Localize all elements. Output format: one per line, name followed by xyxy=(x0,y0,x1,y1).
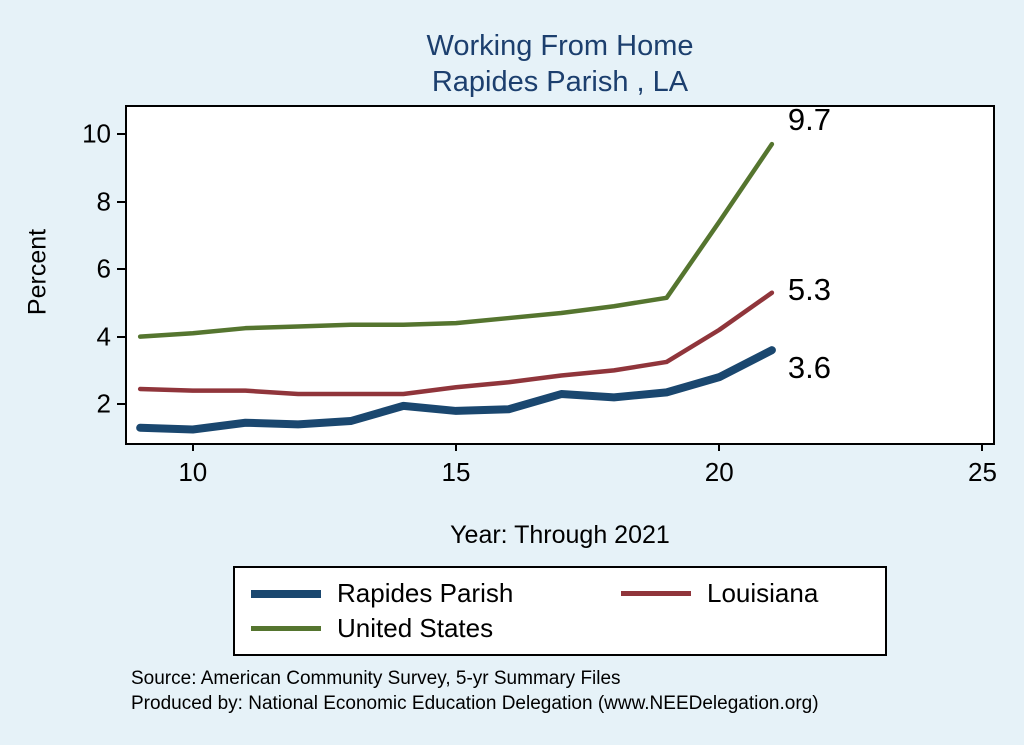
y-tick-label-10: 10 xyxy=(82,118,111,149)
end-label-louisiana: 5.3 xyxy=(787,271,831,307)
y-tick-label-2: 2 xyxy=(96,388,111,419)
legend-row-1: Rapides Parish Louisiana xyxy=(251,578,869,609)
legend-swatch-united-states xyxy=(251,626,321,631)
x-tick-mark-20 xyxy=(718,443,721,451)
x-tick-label-20: 20 xyxy=(704,457,734,487)
y-tick-mark-2 xyxy=(117,403,125,406)
x-tick-label-25: 25 xyxy=(968,457,997,487)
y-tick-label-4: 4 xyxy=(96,321,111,352)
plot-svg xyxy=(136,141,776,434)
footer-source: Source: American Community Survey, 5-yr … xyxy=(131,668,621,689)
legend-label-united-states: United States xyxy=(337,613,494,643)
end-label-united-states: 9.7 xyxy=(787,102,831,138)
series-line-united-states xyxy=(137,141,775,339)
legend: Rapides Parish Louisiana United States xyxy=(233,566,887,656)
y-tick-label-8: 8 xyxy=(96,186,111,217)
end-label-rapides-parish: 3.6 xyxy=(787,350,831,386)
y-tick-mark-6 xyxy=(117,268,125,271)
legend-row-2: United States xyxy=(251,613,869,644)
legend-swatch-louisiana xyxy=(621,591,691,596)
legend-item-louisiana: Louisiana xyxy=(621,578,818,609)
footer: Source: American Community Survey, 5-yr … xyxy=(131,666,819,716)
x-tick-mark-15 xyxy=(455,443,458,451)
legend-label-louisiana: Louisiana xyxy=(707,578,819,608)
y-tick-label-6: 6 xyxy=(96,253,111,284)
y-tick-mark-4 xyxy=(117,335,125,338)
y-tick-mark-10 xyxy=(117,133,125,135)
series-line-rapides-parish xyxy=(136,346,776,434)
chart-title: Working From Home Rapides Parish , LA xyxy=(125,28,995,100)
chart-title-line1: Working From Home xyxy=(426,30,694,62)
x-axis-title: Year: Through 2021 xyxy=(450,521,670,549)
legend-item-rapides-parish: Rapides Parish xyxy=(251,578,621,609)
x-tick-label-15: 15 xyxy=(441,457,471,487)
chart-title-line2: Rapides Parish , LA xyxy=(431,66,689,98)
legend-swatch-rapides-parish xyxy=(251,589,321,598)
series-line-louisiana xyxy=(137,290,775,397)
legend-item-united-states: United States xyxy=(251,613,621,644)
x-tick-label-10: 10 xyxy=(178,457,208,487)
x-tick-mark-10 xyxy=(191,443,194,451)
y-axis-title: Percent xyxy=(23,228,52,316)
footer-produced-by: Produced by: National Economic Education… xyxy=(131,693,819,714)
y-tick-mark-8 xyxy=(117,200,125,203)
legend-label-rapides-parish: Rapides Parish xyxy=(337,578,514,608)
plot-area: 10 15 20 25 2 4 6 8 10 3.6 5.3 9.7 xyxy=(82,102,997,487)
x-tick-mark-25 xyxy=(981,443,984,451)
